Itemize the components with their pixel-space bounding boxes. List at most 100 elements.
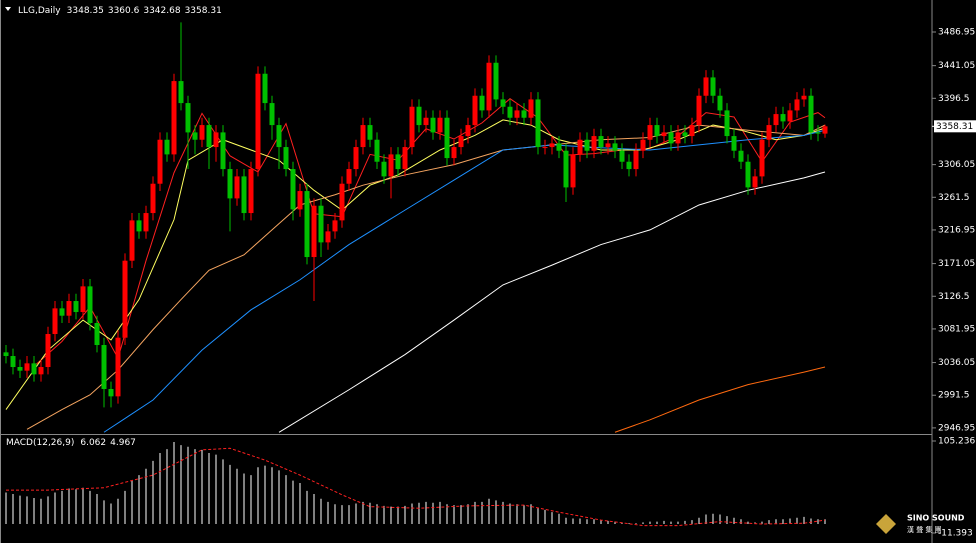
candle-body [542, 147, 548, 149]
candle-body [45, 334, 51, 368]
candle-body [108, 389, 114, 397]
candle-body [3, 352, 9, 357]
y-tick-label: 3486.95 [938, 27, 975, 37]
y-tick-label: 105.236 [938, 437, 975, 447]
candle-body [38, 367, 44, 375]
line [278, 171, 826, 433]
candle-body [738, 150, 744, 162]
candle-body [724, 110, 730, 137]
macd-plot [5, 441, 826, 527]
line [103, 129, 826, 433]
candle-body [752, 176, 758, 188]
candle-body [640, 139, 646, 151]
candle-body [801, 95, 807, 100]
candle-body [367, 125, 373, 140]
candle-body [318, 205, 324, 243]
candle-body [171, 81, 177, 155]
candle-body [444, 117, 450, 159]
candle-body [24, 363, 30, 371]
candle-body [500, 99, 506, 107]
y-tick-label: 3441.05 [938, 61, 975, 71]
candle-body [451, 147, 457, 159]
candle-body [619, 150, 625, 162]
axes: 3486.95 3441.05 3396.5 3306.05 3261.5 3216.95… [932, 27, 976, 539]
candle-body [696, 95, 702, 126]
candle-body [304, 191, 310, 258]
candle-body [101, 345, 107, 390]
candle-body [458, 136, 464, 148]
candle-body [234, 176, 240, 199]
candle-body [241, 176, 247, 214]
candle-body [710, 77, 716, 96]
candle-body [66, 301, 72, 316]
candle-body [248, 169, 254, 214]
candle-body [437, 117, 443, 133]
candle-body [787, 110, 793, 122]
candle-body [374, 139, 380, 162]
signal-last-value: 4.967 [110, 438, 136, 448]
candle-body [717, 95, 723, 111]
candle-body [213, 132, 219, 148]
candle-body [577, 139, 583, 155]
candle-body [528, 99, 534, 118]
candle-body [584, 139, 590, 151]
candle-body [430, 117, 436, 133]
last-open: 3348.35 [67, 6, 104, 16]
candle-body [612, 143, 618, 151]
candle-body [689, 125, 695, 137]
candle-body [465, 125, 471, 137]
y-tick-label: 2946.95 [938, 423, 975, 433]
last-low: 3342.68 [143, 6, 180, 16]
candle-body [507, 106, 513, 118]
candle-body [206, 125, 212, 148]
price-plot [3, 22, 828, 433]
candle-body [416, 106, 422, 126]
y-tick-label: -11.393 [938, 529, 973, 539]
candle-body [395, 154, 401, 170]
candle-body [731, 136, 737, 151]
macd-last-value: 6.062 [80, 438, 106, 448]
logo-subtitle: 漢 聲 集 團 [907, 525, 942, 534]
candle-body [10, 356, 16, 368]
candle-body [192, 132, 198, 140]
y-tick-label: 3126.5 [938, 292, 970, 302]
candle-body [94, 323, 100, 346]
symbol-title: LLG,Daily [18, 6, 61, 16]
candle-body [150, 183, 156, 214]
candle-body [339, 183, 345, 221]
last-price-label: 3358.31 [936, 122, 973, 132]
candle-body [59, 308, 65, 316]
candle-body [185, 103, 191, 133]
line [614, 366, 826, 433]
candle-body [549, 143, 555, 148]
candle-body [115, 337, 121, 397]
candle-body [283, 147, 289, 170]
y-tick-label: 3261.5 [938, 193, 970, 203]
candle-body [815, 132, 821, 134]
candle-body [780, 114, 786, 122]
y-tick-label: 3396.5 [938, 94, 970, 104]
candle-body [143, 213, 149, 232]
candle-body [514, 110, 520, 118]
header-arrow [5, 7, 11, 11]
candle-body [647, 125, 653, 140]
candle-body [17, 367, 23, 371]
candle-body [822, 126, 828, 134]
candle-body [360, 125, 366, 148]
candle-body [675, 132, 681, 144]
y-tick-label: 3216.95 [938, 225, 975, 235]
candle-body [794, 99, 800, 111]
candle-body [633, 150, 639, 170]
candle-body [626, 161, 632, 170]
candle-body [87, 286, 93, 324]
candle-body [472, 95, 478, 126]
candle-body [423, 117, 429, 126]
candle-body [605, 143, 611, 148]
candle-body [556, 143, 562, 151]
candle-body [80, 286, 86, 313]
candle-body [808, 95, 814, 133]
candle-body [325, 231, 331, 243]
candle-body [227, 169, 233, 199]
candle-body [52, 308, 58, 335]
